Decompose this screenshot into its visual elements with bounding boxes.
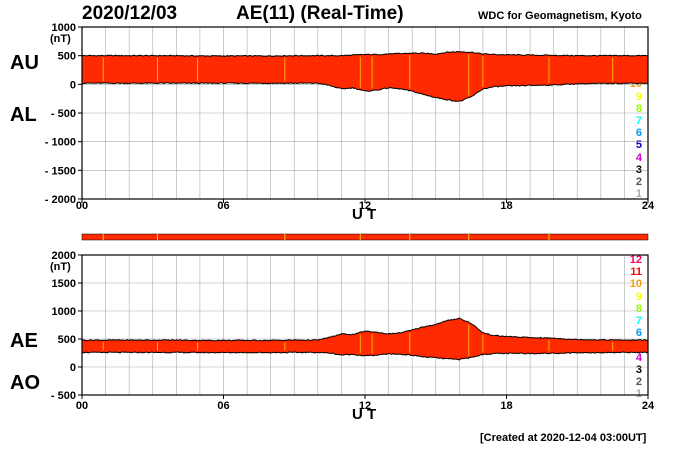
- y-tick-label: 1000: [52, 22, 76, 34]
- y-tick-label: 0: [70, 79, 76, 91]
- legend-item-5: 5: [635, 139, 642, 152]
- y-tick-label: - 500: [51, 390, 76, 402]
- x-tick-label: 24: [642, 200, 655, 212]
- x-tick-label: 00: [76, 400, 88, 412]
- chart-title: AE(11) (Real-Time): [236, 3, 404, 24]
- y-tick-label: 2000: [52, 250, 76, 262]
- series-line-au: [81, 50, 649, 57]
- x-tick-label: 00: [76, 200, 88, 212]
- panel2-lower-label: AO: [10, 372, 40, 394]
- legend-item-11: 11: [630, 266, 642, 279]
- y-tick-label: 1500: [52, 278, 76, 290]
- legend-item-9: 9: [635, 90, 642, 103]
- legend-item-8: 8: [635, 302, 642, 315]
- series-line-ao: [81, 351, 649, 361]
- legend-item-1: 1: [635, 188, 642, 201]
- legend-item-10: 10: [629, 278, 642, 291]
- legend-item-6: 6: [635, 127, 642, 140]
- panel2-xlabel: U T: [352, 406, 377, 423]
- y-tick-label: 0: [70, 362, 76, 374]
- y-tick-label: 500: [58, 334, 76, 346]
- series-line-al: [81, 82, 649, 102]
- legend-item-4: 4: [635, 151, 642, 164]
- series-area-ae-ao: [82, 318, 648, 360]
- x-tick-label: 12: [359, 200, 371, 212]
- y-tick-label: - 1500: [45, 165, 76, 177]
- legend-item-7: 7: [635, 315, 642, 327]
- created-timestamp: [Created at 2020-12-04 03:00UT]: [480, 432, 647, 444]
- legend-item-8: 8: [635, 102, 642, 115]
- y-tick-label: - 500: [51, 108, 76, 120]
- x-tick-label: 06: [217, 400, 229, 412]
- legend-item-4: 4: [635, 351, 642, 364]
- legend-item-6: 6: [635, 327, 642, 340]
- activity-strip: [81, 233, 649, 241]
- legend-item-2: 2: [635, 176, 642, 188]
- series-area-au-al: [82, 51, 648, 102]
- panel2-unit: (nT): [50, 261, 71, 273]
- legend-item-7: 7: [635, 115, 642, 127]
- legend-item-2: 2: [635, 376, 642, 388]
- legend-item-9: 9: [635, 290, 642, 303]
- x-tick-label: 18: [500, 200, 512, 212]
- legend-item-1: 1: [635, 388, 642, 401]
- panel1-xlabel: U T: [352, 206, 377, 223]
- y-tick-label: 1000: [52, 306, 76, 318]
- panel1-upper-label: AU: [10, 52, 39, 74]
- panel1-unit: (nT): [50, 33, 71, 45]
- x-tick-label: 06: [217, 200, 229, 212]
- legend-item-3: 3: [635, 363, 642, 376]
- data-source: WDC for Geomagnetism, Kyoto: [478, 10, 642, 22]
- chart-date: 2020/12/03: [82, 3, 178, 24]
- y-tick-label: - 2000: [45, 194, 76, 206]
- panel2-upper-label: AE: [10, 330, 38, 352]
- y-tick-label: 500: [58, 51, 76, 63]
- x-tick-label: 24: [642, 400, 655, 412]
- panel1-lower-label: AL: [10, 104, 37, 126]
- x-tick-label: 12: [359, 400, 371, 412]
- series-line-ae: [81, 317, 649, 342]
- x-tick-label: 18: [500, 400, 512, 412]
- y-tick-label: - 1000: [45, 137, 76, 149]
- legend-item-3: 3: [635, 163, 642, 176]
- legend-item-12: 12: [629, 254, 642, 266]
